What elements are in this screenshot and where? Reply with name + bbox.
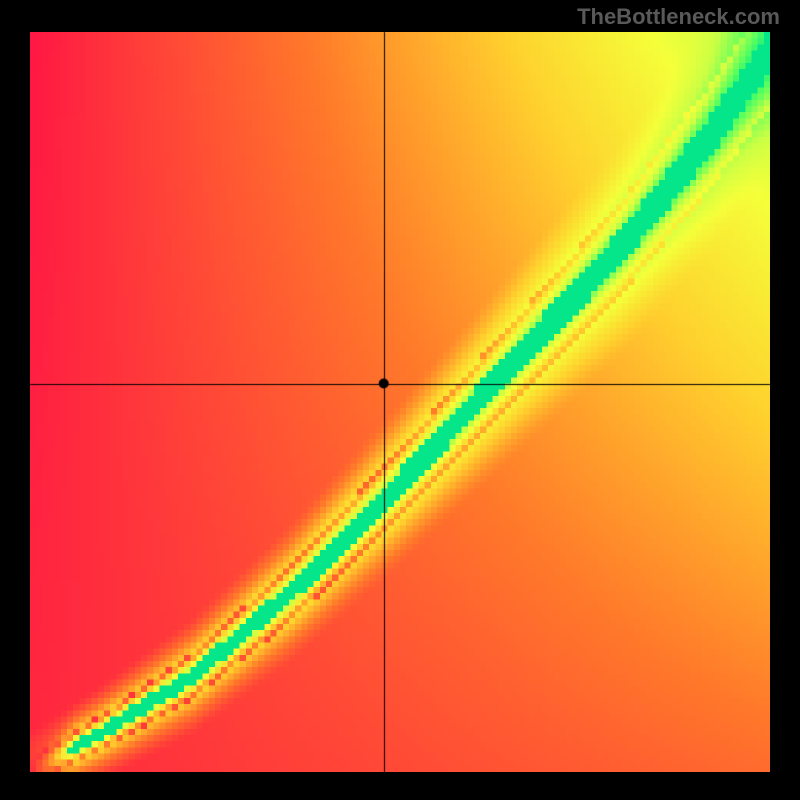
- crosshair-overlay: [0, 0, 800, 800]
- watermark-text: TheBottleneck.com: [577, 4, 780, 30]
- chart-container: { "watermark": { "text": "TheBottleneck.…: [0, 0, 800, 800]
